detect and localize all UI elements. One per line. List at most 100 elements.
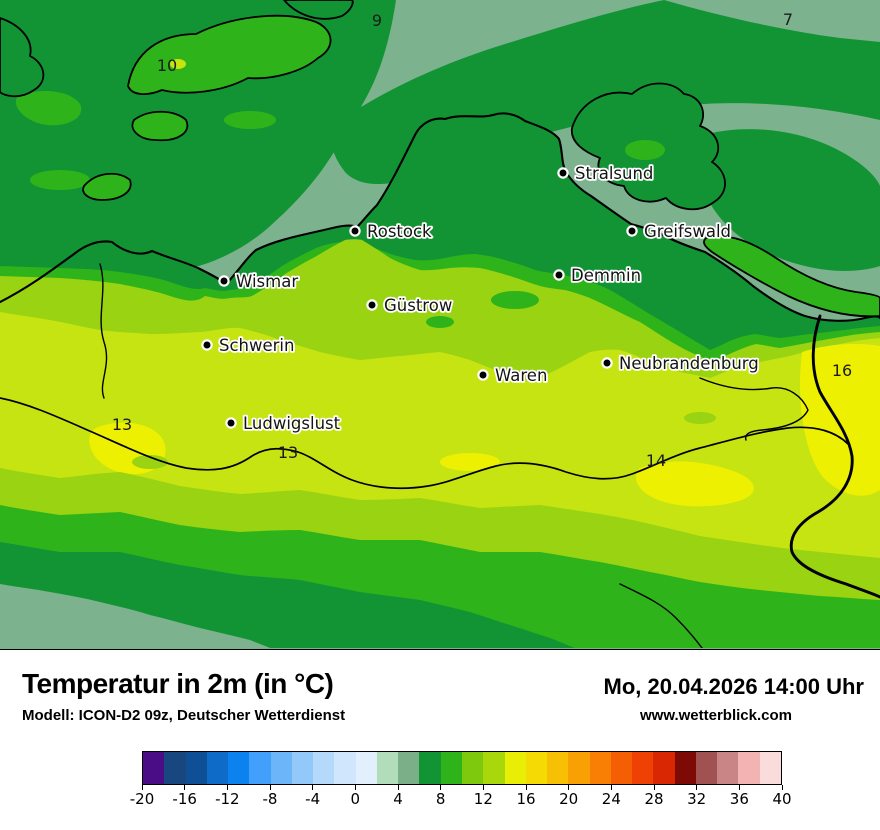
city-label: Schwerin bbox=[219, 336, 294, 355]
legend-color-cell bbox=[504, 752, 526, 784]
legend-tick-mark bbox=[440, 785, 442, 790]
city-marker bbox=[553, 269, 565, 281]
legend-color-cell bbox=[376, 752, 399, 784]
cities-layer: Stralsund Rostock Greifswald Wismar Demmin Gü… bbox=[201, 162, 761, 435]
legend-tick-mark bbox=[141, 785, 143, 790]
legend-color-cell bbox=[674, 752, 696, 784]
border-district bbox=[699, 377, 809, 441]
city-marker bbox=[218, 275, 230, 287]
city-marker bbox=[601, 357, 613, 369]
legend-color-cell bbox=[313, 752, 335, 784]
legend-color-cell bbox=[483, 752, 505, 784]
legend-color-cell bbox=[249, 752, 271, 784]
legend-color-cell bbox=[547, 752, 569, 784]
borders-layer bbox=[0, 112, 880, 648]
page-title: Temperatur in 2m (in °C) bbox=[22, 668, 334, 699]
legend-color-cell bbox=[461, 752, 484, 784]
legend-color-cell bbox=[291, 752, 314, 784]
city-label: Ludwigslust bbox=[243, 414, 341, 433]
legend-color-cell bbox=[653, 752, 675, 784]
legend-tick-mark bbox=[226, 785, 228, 790]
city-marker bbox=[349, 225, 361, 237]
legend-tick-label: -12 bbox=[215, 790, 240, 808]
city-label: Demmin bbox=[571, 266, 641, 285]
city-label: Neubrandenburg bbox=[619, 354, 759, 373]
legend-colorbar bbox=[142, 751, 782, 785]
legend-color-cell bbox=[164, 752, 186, 784]
legend-tick-label: -16 bbox=[172, 790, 197, 808]
legend-tick-label: 24 bbox=[601, 790, 621, 808]
city-label: Greifswald bbox=[644, 222, 731, 241]
islands-layer bbox=[0, 0, 880, 318]
legend-tick-mark bbox=[525, 785, 527, 790]
website-label: www.wetterblick.com bbox=[640, 707, 792, 724]
coastline bbox=[0, 112, 880, 322]
legend-color-cell bbox=[525, 752, 548, 784]
legend-color-cell bbox=[334, 752, 356, 784]
legend-color-cell bbox=[695, 752, 718, 784]
temperature-value-label: 13 bbox=[278, 443, 298, 462]
border-schleswig-holstein bbox=[99, 263, 108, 399]
temperature-map-svg: 9 7 10 13 13 14 16 Stralsund Rostock Greifswald W… bbox=[0, 0, 880, 648]
temperature-value-label: 9 bbox=[372, 11, 382, 30]
city-label: Wismar bbox=[236, 272, 298, 291]
city-marker bbox=[477, 369, 489, 381]
temperature-value-label: 10 bbox=[157, 56, 177, 75]
legend-tick-mark bbox=[354, 785, 356, 790]
legend-color-cell bbox=[589, 752, 611, 784]
legend-tick-mark bbox=[312, 785, 314, 790]
legend-color-cell bbox=[632, 752, 654, 784]
legend-color-cell bbox=[759, 752, 781, 784]
legend-color-cell bbox=[270, 752, 292, 784]
legend-tick-label: -4 bbox=[305, 790, 321, 808]
legend-tick-mark bbox=[738, 785, 740, 790]
legend-color-cell bbox=[143, 752, 165, 784]
legend-color-cell bbox=[568, 752, 590, 784]
temperature-legend: -20 -16 -12 -8 -4 0 4 8 12 16 20 24 28 32 36 40 bbox=[130, 751, 792, 811]
city-label: Rostock bbox=[367, 222, 432, 241]
legend-tick-mark bbox=[397, 785, 399, 790]
city-marker bbox=[201, 339, 213, 351]
datetime-label: Mo, 20.04.2026 14:00 Uhr bbox=[603, 674, 864, 699]
model-info: Modell: ICON-D2 09z, Deutscher Wetterdie… bbox=[22, 707, 346, 724]
legend-color-cell bbox=[355, 752, 377, 784]
border-branch-south bbox=[619, 583, 703, 648]
footer: Temperatur in 2m (in °C) Mo, 20.04.2026 … bbox=[0, 650, 880, 811]
legend-color-cell bbox=[228, 752, 250, 784]
legend-color-cell bbox=[440, 752, 462, 784]
legend-tick-label: 36 bbox=[729, 790, 749, 808]
city-marker bbox=[366, 299, 378, 311]
legend-ticks: -20 -16 -12 -8 -4 0 4 8 12 16 20 24 28 32 36 40 bbox=[130, 785, 792, 809]
legend-tick-mark bbox=[781, 785, 783, 790]
legend-color-cell bbox=[398, 752, 420, 784]
legend-tick-mark bbox=[184, 785, 186, 790]
city-label: Güstrow bbox=[384, 296, 452, 315]
city-label: Stralsund bbox=[575, 164, 653, 183]
temperature-value-label: 13 bbox=[112, 415, 132, 434]
temperature-value-label: 16 bbox=[832, 361, 852, 380]
legend-tick-label: -20 bbox=[129, 790, 155, 808]
legend-tick-label: 12 bbox=[473, 790, 493, 808]
city-label: Waren bbox=[495, 366, 547, 385]
temperature-value-label: 7 bbox=[783, 10, 793, 29]
land-layer bbox=[0, 113, 880, 648]
legend-tick-label: 0 bbox=[350, 790, 361, 808]
legend-tick-label: 28 bbox=[644, 790, 664, 808]
legend-tick-label: 16 bbox=[516, 790, 536, 808]
legend-tick-label: 20 bbox=[559, 790, 579, 808]
legend-tick-mark bbox=[653, 785, 655, 790]
legend-tick-mark bbox=[568, 785, 570, 790]
city-marker bbox=[225, 417, 237, 429]
weather-map: 9 7 10 13 13 14 16 Stralsund Rostock Greifswald W… bbox=[0, 0, 880, 650]
legend-tick-mark bbox=[269, 785, 271, 790]
legend-tick-label: 40 bbox=[772, 790, 792, 808]
legend-tick-label: 32 bbox=[687, 790, 707, 808]
city-marker bbox=[557, 167, 569, 179]
border-south bbox=[0, 397, 849, 490]
legend-tick-mark bbox=[610, 785, 612, 790]
temperature-value-label: 14 bbox=[646, 451, 666, 470]
legend-color-cell bbox=[419, 752, 441, 784]
city-marker bbox=[626, 225, 638, 237]
legend-color-cell bbox=[738, 752, 760, 784]
temp-labels-layer: 9 7 10 13 13 14 16 bbox=[112, 10, 852, 470]
